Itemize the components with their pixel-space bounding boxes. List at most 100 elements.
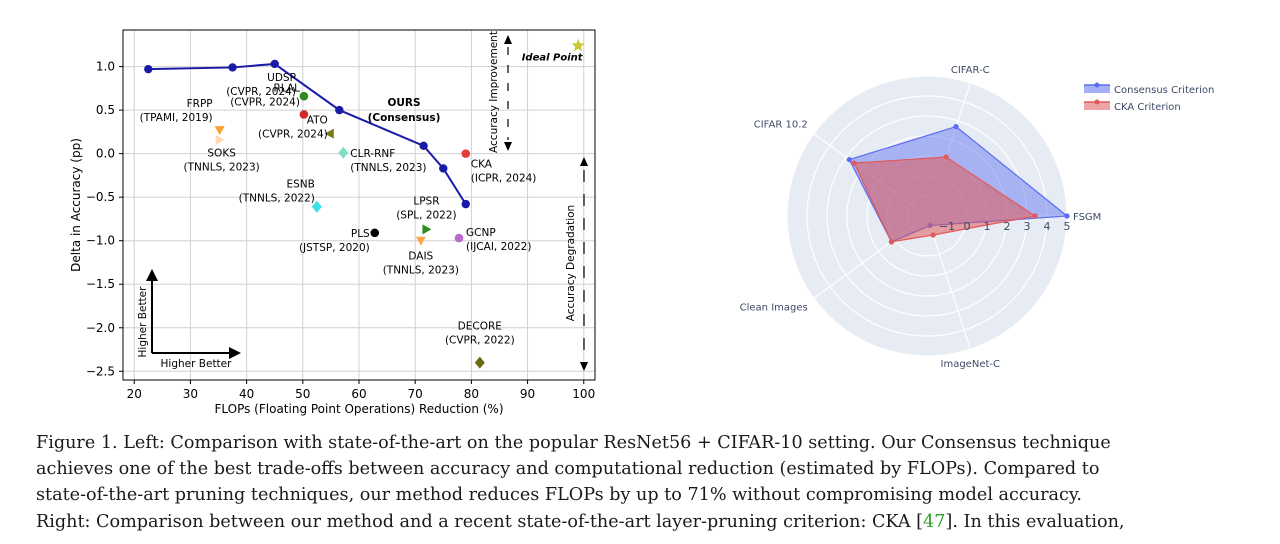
- citation-link[interactable]: 47: [923, 511, 946, 532]
- method-venue-label: (JSTSP, 2020): [299, 242, 370, 254]
- higher-better-horizontal-arrowhead: [229, 347, 241, 359]
- radial-tick-label: 4: [1044, 220, 1051, 233]
- method-name-label: FRPP: [187, 98, 213, 110]
- method-name-label: ESNB: [286, 179, 314, 191]
- improvement-arrow-head-down: [504, 142, 512, 151]
- x-tick-label: 70: [408, 387, 423, 401]
- method-point-marker: [214, 126, 225, 136]
- method-point-marker: [422, 224, 432, 235]
- method-venue-label: (TPAMI, 2019): [140, 112, 213, 124]
- method-name-label: UDSP: [267, 72, 296, 84]
- radar-point: [953, 124, 959, 130]
- method-point-marker: [215, 134, 225, 145]
- method-point-marker: [311, 200, 322, 213]
- degradation-arrow-head-down: [580, 362, 588, 371]
- y-tick-label: −0.5: [86, 190, 115, 204]
- method-venue-label: (TNNLS, 2023): [184, 162, 260, 174]
- x-tick-label: 20: [127, 387, 142, 401]
- consensus-series-point: [335, 105, 344, 115]
- radar-axis-label: CIFAR-C: [951, 65, 990, 76]
- method-point-marker: [299, 110, 309, 119]
- y-tick-label: −1.5: [86, 277, 115, 291]
- radar-point: [851, 160, 857, 166]
- radar-point: [930, 232, 936, 238]
- method-point-marker: [454, 233, 464, 243]
- figure-caption: Figure 1. Left: Comparison with state-of…: [36, 430, 1251, 535]
- comparison-scatter-chart: 20 30 40 50 60 70 80 90 100 1.0 0.5 0.0 −0.5 −1.0 −1.5…: [69, 29, 596, 416]
- method-point-marker: [474, 356, 485, 369]
- x-tick-label: 100: [572, 387, 595, 401]
- radial-tick-label: 3: [1024, 220, 1031, 233]
- method-point-marker: [299, 91, 309, 101]
- ours-label-sub: (Consensus): [368, 112, 441, 124]
- x-tick-label: 40: [239, 387, 254, 401]
- y-tick-label: 1.0: [96, 60, 115, 74]
- plot-frame: [122, 29, 596, 381]
- method-venue-label: (CVPR, 2024): [226, 86, 296, 98]
- method-name-label: RLAL: [274, 82, 301, 94]
- caption-line-4-tail: . In this evaluation,: [952, 511, 1125, 532]
- legend-swatch-point: [1094, 99, 1100, 105]
- method-venue-label: (IJCAI, 2022): [466, 241, 531, 253]
- method-point-marker: [415, 236, 426, 246]
- method-name-label: CKA: [471, 159, 493, 171]
- y-tick-label: −1.0: [86, 234, 115, 248]
- x-tick-label: 60: [351, 387, 366, 401]
- radar-axis-label: ImageNet-C: [941, 359, 1000, 370]
- caption-line-4: Right: Comparison between our method and…: [36, 511, 1125, 532]
- accuracy-degradation-label: Accuracy Degradation: [565, 205, 577, 321]
- consensus-series-point: [461, 199, 470, 209]
- method-name-label: SOKS: [207, 148, 236, 160]
- method-point-marker: [461, 149, 471, 158]
- legend-swatch: [1084, 85, 1110, 93]
- higher-better-x-label: Higher Better: [161, 358, 233, 370]
- higher-better-y-label: Higher Better: [137, 286, 149, 358]
- method-venue-label: (ICPR, 2024): [471, 173, 537, 185]
- method-name-label: PLS: [351, 228, 370, 240]
- consensus-series-point: [144, 64, 153, 74]
- consensus-series-point: [419, 141, 428, 150]
- y-tick-label: 0.0: [96, 147, 115, 161]
- method-venue-label: (TNNLS, 2022): [239, 193, 315, 205]
- consensus-series-point: [439, 164, 448, 173]
- method-venue-label: (CVPR, 2024): [230, 96, 300, 108]
- ideal-point-star: [571, 38, 585, 52]
- radar-point: [846, 156, 852, 163]
- cka-radar-area: [853, 156, 1037, 243]
- method-point-marker: [338, 146, 349, 159]
- radial-tick-label: 1: [984, 220, 991, 233]
- y-axis-label: Delta in Accuracy (pp): [69, 138, 83, 272]
- legend-swatch: [1084, 102, 1110, 110]
- method-name-label: DAIS: [408, 251, 433, 263]
- radar-point: [1064, 213, 1070, 219]
- radial-tick-label: −1: [939, 220, 955, 233]
- consensus-series-point: [228, 63, 237, 72]
- legend-label: CKA Criterion: [1114, 102, 1181, 113]
- x-tick-label: 30: [183, 387, 198, 401]
- method-name-label: DECORE: [458, 321, 502, 333]
- radar-point: [943, 154, 949, 160]
- radial-tick-label: 2: [1004, 220, 1011, 233]
- method-name-label: LPSR: [413, 195, 439, 207]
- method-venue-label: (SPL, 2022): [396, 209, 456, 221]
- x-tick-label: 50: [295, 387, 310, 401]
- legend-swatch-point: [1094, 82, 1100, 88]
- consensus-series-point: [270, 59, 279, 69]
- radar-axis-label: CIFAR 10.2: [754, 120, 808, 131]
- method-name-label: Ideal Point: [522, 53, 584, 64]
- radar-axis-label: FSGM: [1073, 212, 1101, 223]
- accuracy-improvement-label: Accuracy Improvement: [488, 31, 500, 153]
- caption-line-2: achieves one of the best trade-offs betw…: [36, 459, 1100, 480]
- ours-label: OURS: [387, 97, 420, 109]
- method-name-label: ATO: [307, 115, 328, 127]
- improvement-arrow-head-up: [504, 35, 512, 44]
- radar-point: [888, 239, 895, 245]
- method-point-marker: [324, 128, 334, 139]
- method-venue-label: (CVPR, 2024): [258, 129, 328, 141]
- radar-legend: Consensus Criterion CKA Criterion: [1084, 82, 1214, 113]
- method-venue-label: (CVPR, 2022): [445, 335, 515, 347]
- y-tick-label: −2.0: [86, 321, 115, 335]
- degradation-arrow-head-up: [580, 157, 588, 166]
- radar-spoke: [926, 215, 971, 350]
